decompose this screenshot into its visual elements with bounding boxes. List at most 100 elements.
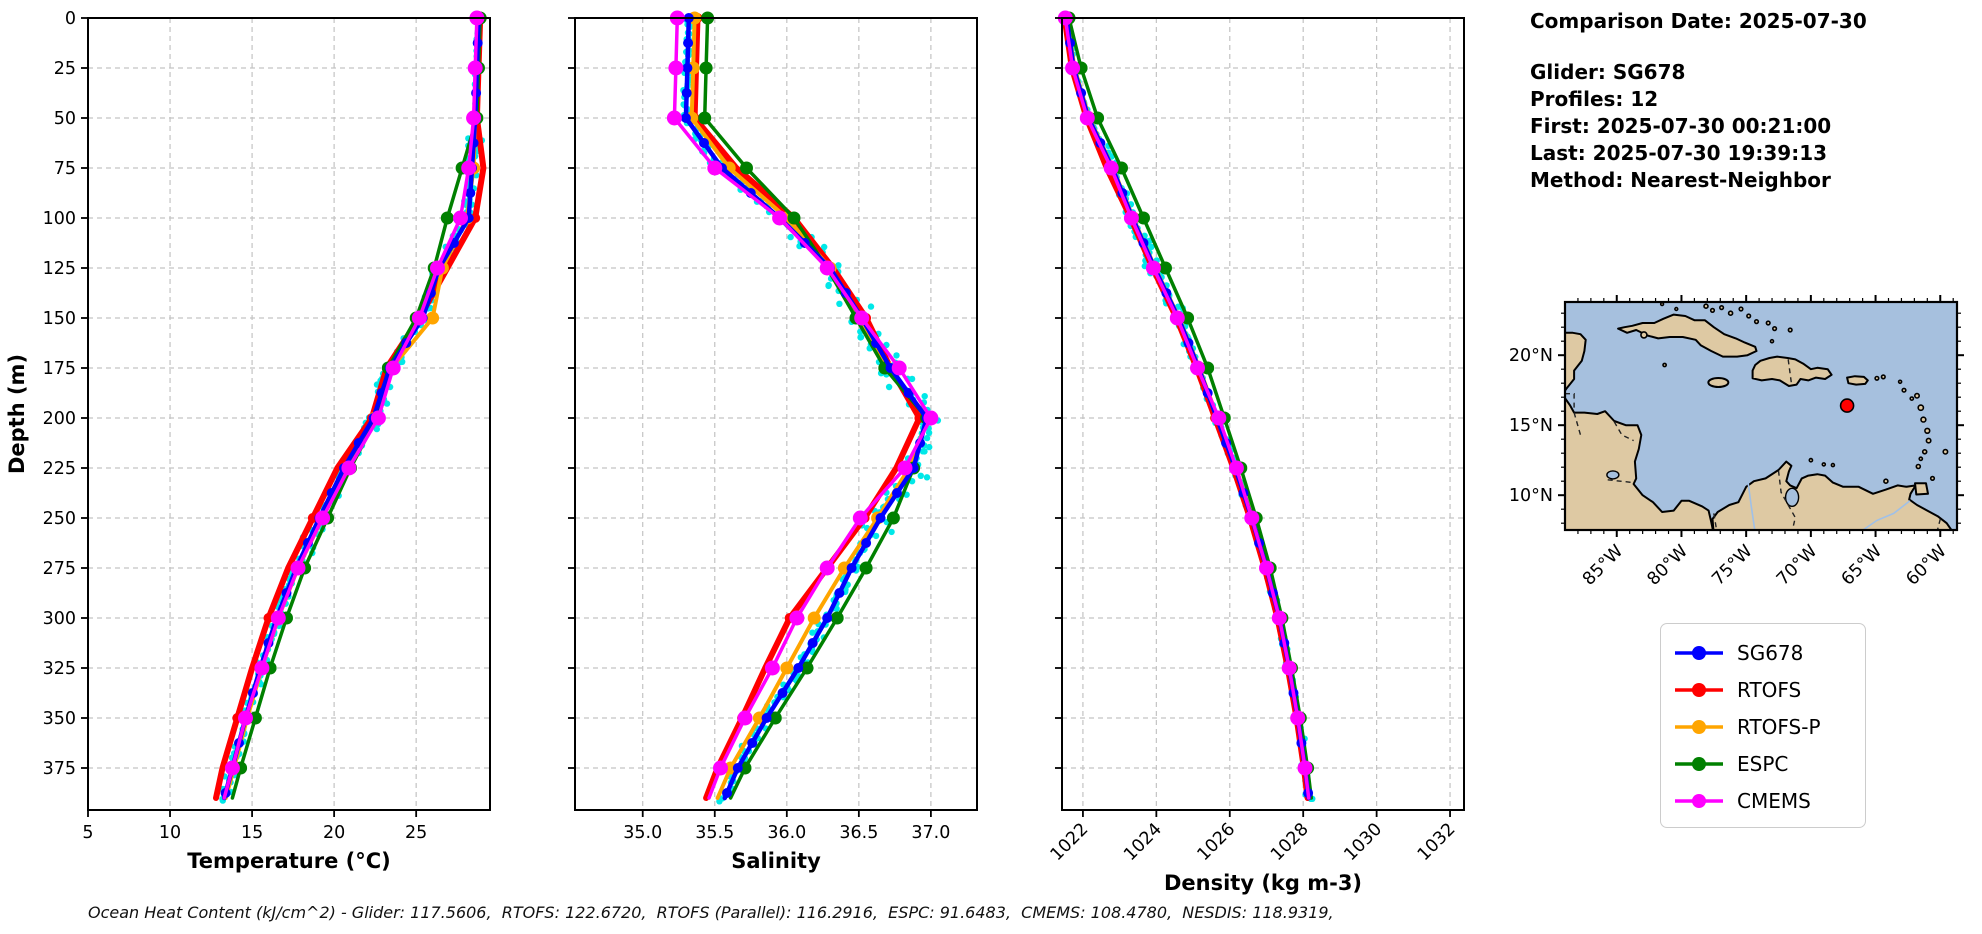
xtick-label: 1022 bbox=[1047, 819, 1093, 865]
xtick-label: 1032 bbox=[1414, 819, 1460, 865]
land-small-island bbox=[1942, 448, 1949, 455]
series-line-rtofs-p bbox=[1065, 16, 1312, 800]
land-small-island bbox=[1921, 449, 1928, 455]
land-small-island bbox=[1727, 310, 1734, 317]
land-small-island bbox=[1901, 387, 1907, 393]
first-text: First: 2025-07-30 00:21:00 bbox=[1530, 114, 1832, 138]
ytick-label: 75 bbox=[54, 159, 76, 179]
series-line-espc bbox=[702, 16, 929, 800]
map-lon-label: 65°W bbox=[1838, 541, 1886, 589]
land-small-island bbox=[1772, 325, 1778, 332]
xtick-label: 10 bbox=[159, 823, 181, 843]
profile-plots: 0 25 50 75 100 125 150 175 200 225 250 275 300 325 350… bbox=[5, 9, 1465, 895]
axes-frame bbox=[574, 17, 978, 811]
map-land-group bbox=[1565, 302, 1953, 530]
xtick-label: 1024 bbox=[1120, 819, 1166, 865]
land-small-island bbox=[1769, 338, 1775, 344]
legend-item-rtofs-p: RTOFS-P bbox=[1673, 708, 1851, 745]
land-small-island bbox=[1918, 456, 1924, 462]
info-panel: Comparison Date: 2025-07-30 Glider: SG67… bbox=[1530, 8, 1867, 194]
xtick-label: 25 bbox=[405, 823, 427, 843]
xtick-label: 37.0 bbox=[911, 823, 950, 843]
xtick-label: 35.0 bbox=[623, 823, 662, 843]
land-isla-juventud bbox=[1640, 331, 1648, 339]
series-line-sg678 bbox=[221, 15, 481, 801]
land-small-island bbox=[1883, 478, 1889, 484]
gridlines bbox=[1062, 18, 1464, 810]
map-lat-label: 20°N bbox=[1509, 346, 1553, 366]
series-markers-cmems bbox=[1057, 10, 1313, 776]
xtick-label: 1026 bbox=[1194, 819, 1240, 865]
legend-marker-icon bbox=[1675, 645, 1723, 660]
land-small-island bbox=[1753, 318, 1760, 325]
ytick-label: 25 bbox=[54, 59, 76, 79]
ytick-label: 125 bbox=[43, 259, 76, 279]
series-line-rtofs bbox=[1061, 15, 1311, 801]
land-small-island bbox=[1703, 303, 1709, 310]
tick-marks bbox=[81, 17, 418, 817]
map-lon-label: 80°W bbox=[1644, 541, 1692, 589]
legend-label: RTOFS-P bbox=[1737, 714, 1821, 739]
land-small-island bbox=[1738, 306, 1744, 312]
series-markers-cmems bbox=[224, 10, 485, 776]
map-lon-label: 75°W bbox=[1708, 541, 1756, 589]
xaxis-title: Temperature (°C) bbox=[187, 849, 390, 873]
location-map: 20°N 15°N 10°N 85°W 80°W 75°W 70°W 65°W 60°W bbox=[1509, 295, 1964, 590]
series-markers-espc bbox=[698, 11, 934, 775]
series-markers-sg678 bbox=[680, 13, 932, 798]
glider-text: Glider: SG678 bbox=[1530, 60, 1686, 84]
land-small-island bbox=[1808, 457, 1814, 463]
xtick-label: 5 bbox=[82, 823, 93, 843]
land-small-island bbox=[1913, 392, 1920, 399]
series-line-rtofs-p bbox=[223, 16, 481, 800]
lake-nicaragua bbox=[1606, 470, 1620, 480]
axes-frame bbox=[87, 17, 491, 811]
xtick-label: 20 bbox=[323, 823, 345, 843]
ytick-label: 175 bbox=[43, 359, 76, 379]
series-line-rtofs-p bbox=[689, 16, 930, 800]
land-hispaniola bbox=[1751, 355, 1833, 387]
land-small-island bbox=[1880, 374, 1886, 380]
legend-label: RTOFS bbox=[1737, 677, 1802, 702]
comparison-date-text: Comparison Date: 2025-07-30 bbox=[1530, 9, 1867, 33]
land-small-island bbox=[1917, 404, 1925, 412]
land-jamaica bbox=[1707, 377, 1730, 388]
land-puerto-rico bbox=[1846, 375, 1869, 386]
rivers bbox=[1747, 482, 1911, 530]
land-small-island bbox=[1830, 462, 1836, 468]
map-lat-label: 10°N bbox=[1509, 486, 1553, 506]
land-small-island bbox=[1765, 320, 1771, 326]
land-small-island bbox=[1709, 307, 1716, 314]
map-lon-label: 70°W bbox=[1773, 541, 1821, 589]
legend-marker-icon bbox=[1675, 756, 1723, 771]
series-line-cmems bbox=[672, 16, 933, 800]
land-small-island bbox=[1787, 327, 1793, 333]
legend-marker-icon bbox=[1675, 682, 1723, 697]
ytick-label: 300 bbox=[43, 609, 76, 629]
tick-labels: 1022 1024 1026 1028 1030 1032 bbox=[1047, 819, 1460, 865]
legend-label: SG678 bbox=[1737, 640, 1804, 665]
legend-item-espc: ESPC bbox=[1673, 745, 1851, 782]
land-small-island bbox=[1929, 475, 1936, 481]
info-gap bbox=[1530, 35, 1867, 59]
series-line-cmems bbox=[1063, 16, 1311, 800]
land-trinidad bbox=[1914, 482, 1929, 496]
map-lon-label: 60°W bbox=[1902, 541, 1950, 589]
legend-item-cmems: CMEMS bbox=[1673, 782, 1851, 819]
land-small-island bbox=[1897, 379, 1903, 385]
land-small-island bbox=[1821, 462, 1827, 467]
land-cuba bbox=[1617, 313, 1758, 358]
land-small-island bbox=[1674, 306, 1679, 312]
glider-position-marker bbox=[1839, 398, 1855, 413]
xtick-label: 35.5 bbox=[695, 823, 734, 843]
yaxis-title: Depth (m) bbox=[5, 354, 29, 474]
xaxis-title: Density (kg m-3) bbox=[1164, 871, 1362, 895]
panel-3: 1022 1024 1026 1028 1030 1032 Density (kg m-3) bbox=[1047, 10, 1465, 895]
axes-frame bbox=[1061, 17, 1465, 811]
land-small-island bbox=[1719, 305, 1725, 311]
ytick-label: 100 bbox=[43, 209, 76, 229]
country-borders bbox=[1565, 359, 1941, 530]
series-line-espc bbox=[1067, 16, 1314, 800]
ohc-footer-text: Ocean Heat Content (kJ/cm^2) - Glider: 1… bbox=[88, 903, 1334, 922]
